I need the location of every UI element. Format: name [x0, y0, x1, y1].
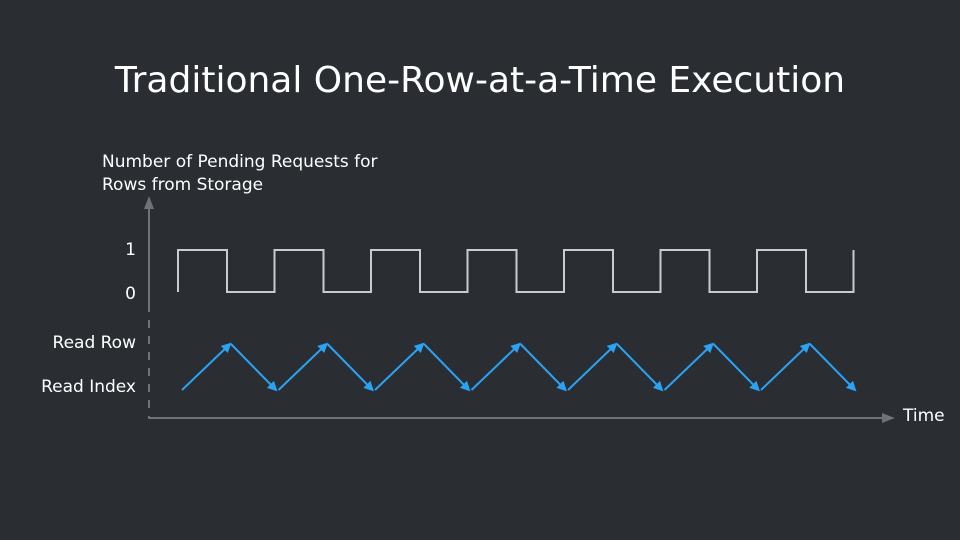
- read-row-to-index-arrow: [714, 344, 759, 390]
- read-row-to-index-arrow: [328, 344, 373, 390]
- read-row-to-index-arrow: [521, 344, 566, 390]
- read-index-to-row-arrow: [568, 344, 616, 390]
- y-axis-arrowhead: [144, 196, 154, 209]
- x-axis-arrowhead: [882, 413, 895, 423]
- read-row-to-index-arrow: [810, 344, 855, 390]
- read-index-to-row-arrow: [279, 344, 327, 390]
- pending-requests-square-wave: [178, 250, 854, 292]
- read-index-to-row-arrow: [761, 344, 809, 390]
- read-row-to-index-arrow: [231, 344, 276, 390]
- read-index-to-row-arrow: [375, 344, 423, 390]
- read-row-to-index-arrow: [617, 344, 662, 390]
- read-row-to-index-arrow: [424, 344, 469, 390]
- read-index-to-row-arrow: [182, 344, 230, 390]
- read-index-to-row-arrow: [665, 344, 713, 390]
- read-operation-arrows: [182, 344, 855, 390]
- read-index-to-row-arrow: [472, 344, 520, 390]
